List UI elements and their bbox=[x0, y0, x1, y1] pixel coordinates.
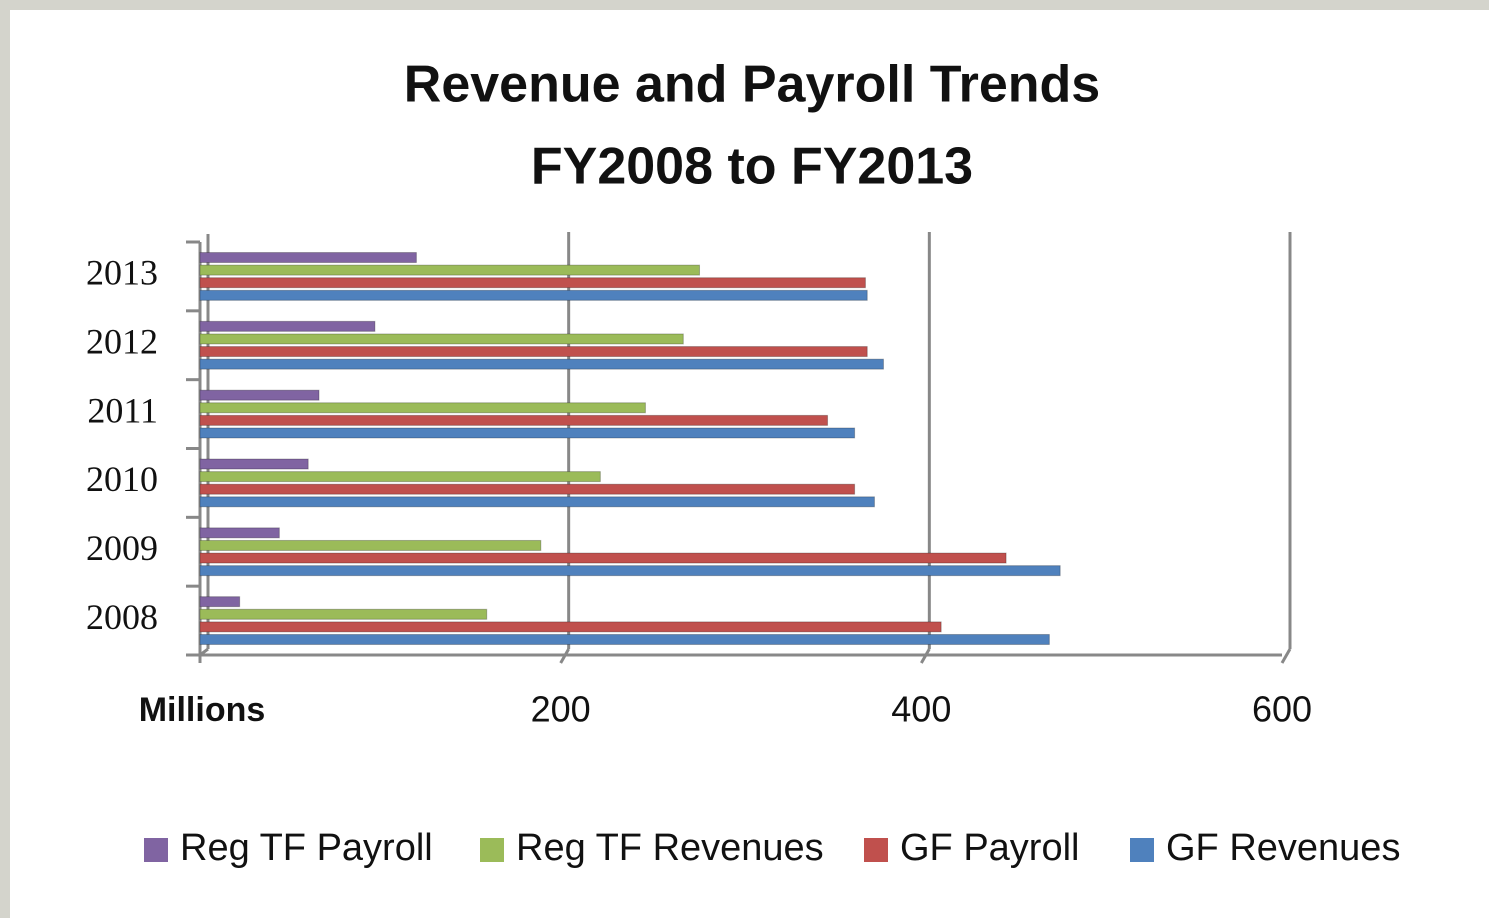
bar bbox=[199, 565, 1061, 577]
bar bbox=[199, 552, 1007, 564]
chart-subtitle: FY2008 to FY2013 bbox=[531, 138, 973, 196]
bar bbox=[199, 608, 488, 620]
legend-label: Reg TF Revenues bbox=[516, 827, 824, 869]
y-tick-label: 2008 bbox=[86, 597, 158, 637]
bar bbox=[199, 414, 829, 426]
legend-marker bbox=[144, 838, 168, 862]
legend: Reg TF Payroll Reg TF Revenues GF Payroll G… bbox=[144, 827, 1400, 869]
bar bbox=[199, 596, 241, 608]
tick-mark bbox=[1280, 648, 1292, 664]
bar bbox=[199, 539, 542, 551]
bar bbox=[199, 427, 856, 439]
y-tick-label: 2009 bbox=[86, 528, 158, 568]
y-tick-label: 2013 bbox=[86, 253, 158, 293]
bar bbox=[199, 277, 866, 289]
tick-mark bbox=[559, 648, 570, 664]
legend-label: GF Revenues bbox=[1166, 827, 1400, 869]
bar bbox=[199, 496, 875, 508]
y-tick-label: 2011 bbox=[87, 390, 158, 430]
chart-title: Revenue and Payroll Trends bbox=[404, 56, 1100, 114]
legend-marker bbox=[1130, 838, 1154, 862]
bar bbox=[199, 527, 280, 539]
y-tick-label: 2012 bbox=[86, 322, 158, 362]
legend-label: Reg TF Payroll bbox=[180, 827, 433, 869]
bar bbox=[199, 264, 701, 276]
legend-marker bbox=[480, 838, 504, 862]
bar bbox=[199, 252, 417, 264]
bar bbox=[199, 320, 376, 332]
bar bbox=[199, 333, 684, 345]
bar bbox=[199, 471, 601, 483]
bar bbox=[199, 621, 942, 633]
bar bbox=[199, 358, 884, 370]
x-tick-label: 200 bbox=[531, 689, 591, 730]
tick-mark bbox=[920, 648, 931, 664]
x-tick-label: 400 bbox=[891, 689, 951, 730]
bar bbox=[199, 289, 868, 301]
legend-marker bbox=[864, 838, 888, 862]
bar bbox=[199, 458, 309, 470]
x-tick-label: 600 bbox=[1252, 689, 1312, 730]
y-tick-label: 2010 bbox=[86, 459, 158, 499]
bar bbox=[199, 633, 1050, 645]
bar bbox=[199, 483, 856, 495]
bar bbox=[199, 402, 646, 414]
bar bbox=[199, 389, 320, 401]
x-axis-title: Millions bbox=[139, 691, 266, 729]
legend-label: GF Payroll bbox=[900, 827, 1079, 869]
bar bbox=[199, 346, 868, 358]
